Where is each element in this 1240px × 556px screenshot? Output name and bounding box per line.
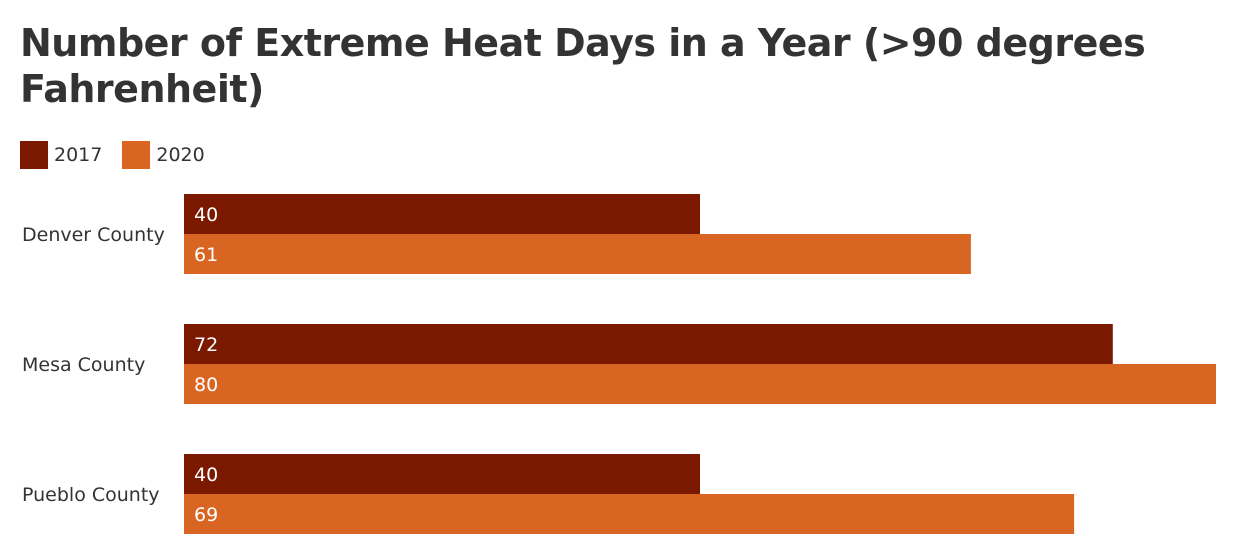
- legend-item-2017: 2017: [20, 141, 102, 169]
- bar-denver-county-2017: [184, 194, 700, 234]
- chart-title: Number of Extreme Heat Days in a Year (>…: [20, 21, 1146, 111]
- category-label-denver-county: Denver County: [22, 224, 165, 246]
- bar-value-label: 61: [194, 244, 218, 266]
- bar-denver-county-2020: [184, 234, 971, 274]
- legend-item-2020: 2020: [122, 141, 205, 169]
- bar-value-label: 80: [194, 374, 218, 396]
- bar-mesa-county-2017: [184, 324, 1113, 364]
- bar-value-label: 40: [194, 464, 218, 486]
- bar-pueblo-county-2017: [184, 454, 700, 494]
- bar-value-label: 72: [194, 334, 218, 356]
- category-label-pueblo-county: Pueblo County: [22, 484, 160, 506]
- legend-label-2020: 2020: [156, 144, 205, 166]
- category-label-mesa-county: Mesa County: [22, 354, 145, 376]
- bar-value-label: 40: [194, 204, 218, 226]
- bar-pueblo-county-2020: [184, 494, 1075, 534]
- bar-value-label: 69: [194, 504, 218, 526]
- legend: 2017 2020: [20, 141, 225, 169]
- legend-swatch-2020: [122, 141, 151, 169]
- legend-swatch-2017: [20, 141, 48, 169]
- legend-label-2017: 2017: [54, 144, 103, 166]
- bar-mesa-county-2020: [184, 364, 1216, 404]
